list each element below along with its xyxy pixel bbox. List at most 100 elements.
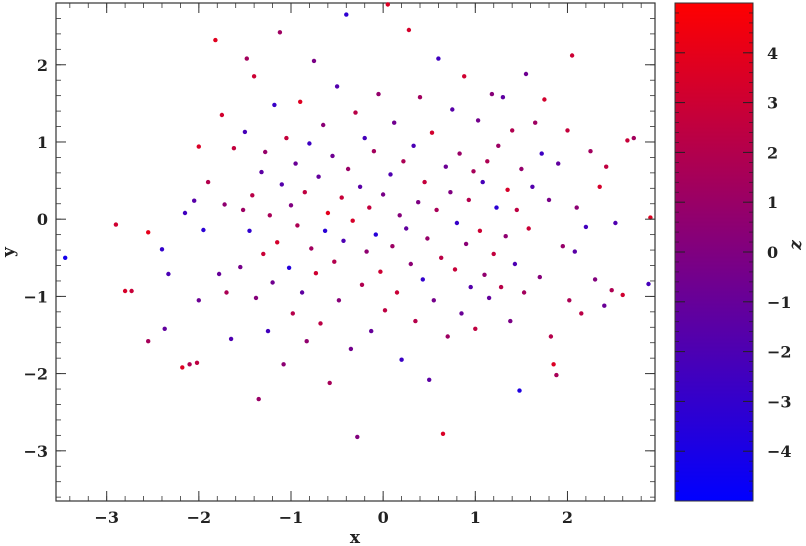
data-point — [533, 120, 538, 125]
data-point — [367, 205, 372, 210]
data-point — [604, 164, 609, 169]
data-point — [345, 166, 351, 172]
data-point — [440, 431, 446, 436]
data-point — [187, 362, 192, 367]
colorbar-tick-label: −3 — [767, 392, 792, 411]
data-point — [339, 195, 344, 200]
data-point — [270, 280, 275, 285]
data-point — [411, 143, 416, 148]
data-point — [286, 265, 292, 270]
data-point — [457, 151, 462, 156]
data-point — [238, 264, 243, 270]
data-point — [256, 396, 261, 402]
data-point — [588, 149, 593, 154]
data-point — [325, 210, 331, 216]
data-point — [517, 388, 522, 393]
y-tick-label: −3 — [23, 442, 48, 461]
data-point — [567, 298, 572, 303]
data-point — [146, 230, 151, 235]
data-point — [336, 298, 342, 303]
colorbar-tick-label: 0 — [767, 243, 778, 262]
data-point — [399, 357, 404, 362]
data-point — [574, 205, 579, 210]
data-point — [224, 290, 229, 295]
data-point — [592, 277, 598, 282]
data-point — [62, 255, 68, 260]
data-point — [554, 372, 559, 378]
data-point — [180, 365, 185, 370]
data-point — [526, 226, 531, 231]
data-point — [462, 74, 467, 79]
data-point — [572, 249, 577, 254]
x-tick-label: 2 — [562, 508, 573, 527]
y-axis-ticks: −3 −2 −1 0 1 2 — [23, 18, 655, 498]
x-tick-label: −1 — [279, 508, 304, 527]
x-axis-title: x — [350, 528, 361, 546]
data-point — [341, 238, 346, 243]
y-tick-label: −1 — [23, 287, 48, 306]
data-point — [392, 120, 397, 125]
data-point — [244, 56, 249, 61]
data-point — [279, 182, 284, 187]
data-point — [216, 271, 222, 277]
data-point — [473, 326, 478, 331]
x-tick-label: 0 — [378, 508, 389, 527]
data-point — [420, 277, 425, 282]
data-point — [569, 53, 575, 58]
data-point — [290, 311, 295, 316]
data-point — [388, 172, 393, 177]
data-point — [231, 146, 237, 151]
y-tick-label: 0 — [37, 210, 48, 229]
plot-area: −3 −2 −1 0 1 2 −3 −2 −1 0 1 2 — [23, 2, 656, 527]
data-point — [293, 161, 298, 166]
data-point — [565, 128, 570, 133]
colorbar-tick-label: 3 — [767, 94, 778, 113]
data-point — [431, 298, 436, 303]
data-point — [277, 30, 283, 35]
data-point — [321, 122, 326, 128]
data-point — [253, 295, 259, 301]
data-point — [371, 149, 377, 154]
data-point — [129, 288, 134, 294]
data-point — [240, 207, 246, 213]
x-tick-label: −2 — [187, 508, 212, 527]
data-point — [404, 226, 409, 231]
data-point — [242, 129, 248, 135]
data-point — [267, 213, 272, 218]
data-point — [514, 207, 519, 213]
data-point — [539, 151, 544, 156]
data-point — [275, 240, 280, 245]
data-point — [494, 205, 499, 210]
data-point — [422, 179, 427, 185]
y-tick-label: −2 — [23, 365, 48, 384]
y-tick-label: 1 — [37, 133, 48, 152]
data-point — [491, 251, 496, 257]
data-point — [519, 166, 524, 172]
data-point — [295, 223, 300, 228]
data-point — [471, 169, 476, 174]
data-point — [272, 102, 277, 108]
data-point — [450, 107, 455, 112]
data-point — [196, 298, 201, 303]
data-point — [439, 255, 444, 260]
data-point — [537, 274, 542, 280]
data-point — [353, 110, 358, 115]
data-point — [288, 203, 294, 208]
data-point — [620, 292, 625, 298]
data-point — [523, 71, 529, 77]
data-point — [546, 197, 552, 203]
data-point — [146, 339, 151, 344]
colorbar-gradient — [674, 2, 754, 502]
data-point — [475, 118, 481, 123]
data-point — [281, 362, 286, 367]
x-axis-ticks: −3 −2 −1 0 1 2 — [69, 3, 642, 527]
data-point — [503, 234, 508, 239]
data-point — [261, 251, 266, 257]
data-point — [602, 303, 607, 308]
data-point — [583, 224, 589, 230]
data-point — [390, 244, 395, 249]
colorbar-tick-label: −1 — [767, 293, 792, 312]
data-point — [194, 360, 200, 365]
data-point — [443, 164, 448, 169]
colorbar-tick-label: −4 — [767, 442, 792, 461]
